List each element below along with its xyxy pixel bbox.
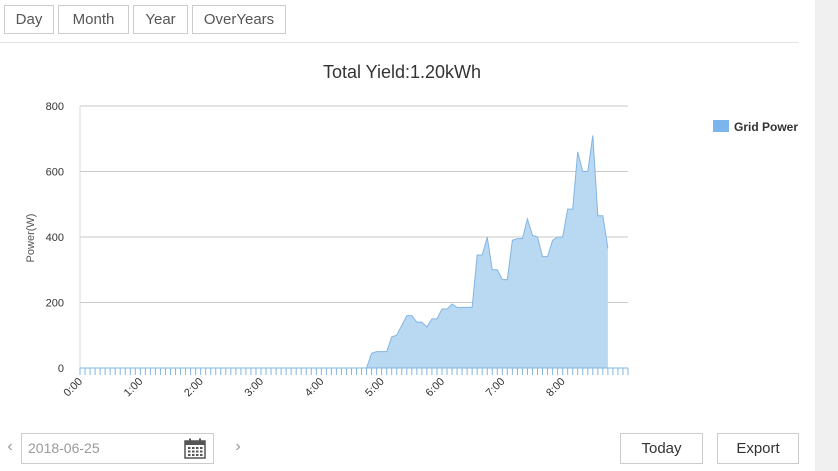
tab-year[interactable]: Year: [133, 5, 188, 34]
power-chart: Total Yield:1.20kWh 0 200 400 600 800 Power(…: [25, 62, 798, 400]
tabs-divider: [0, 42, 799, 43]
calendar-icon[interactable]: [184, 438, 206, 459]
legend-label[interactable]: Grid Power: [734, 120, 798, 134]
export-button[interactable]: Export: [717, 433, 799, 464]
legend-swatch: [713, 120, 729, 132]
chart-title: Total Yield:1.20kWh: [323, 62, 481, 82]
series-area-fill: [80, 135, 608, 368]
date-navigation: ‹ 2018-06-25 › Today Export: [0, 430, 812, 468]
chevron-right-icon[interactable]: ›: [235, 438, 241, 455]
x-axis: 0:00 1:00 2:00 3:00 4:00 5:00 6:00 7:00 8:00: [61, 367, 629, 400]
series-line: [80, 135, 609, 369]
y-tick-label: 800: [46, 101, 64, 113]
y-axis-label: Power(W): [25, 214, 37, 263]
tab-overyears[interactable]: OverYears: [192, 5, 286, 34]
date-input[interactable]: 2018-06-25: [21, 433, 214, 464]
series-area: [80, 135, 609, 369]
legend[interactable]: Grid Power: [713, 120, 798, 134]
x-tick-label: 2:00: [182, 376, 206, 400]
x-tick-label: 4:00: [303, 376, 327, 400]
x-tick-label: 6:00: [423, 376, 447, 400]
y-tick-label: 0: [58, 363, 64, 375]
x-tick-label: 5:00: [363, 376, 387, 400]
today-button[interactable]: Today: [620, 433, 703, 464]
x-tick-label: 1:00: [122, 376, 146, 400]
tab-day[interactable]: Day: [4, 5, 54, 34]
y-tick-label: 200: [46, 298, 64, 310]
y-axis-ticks: 0 200 400 600 800: [46, 101, 64, 375]
x-tick-label: 0:00: [61, 376, 85, 400]
page-scrollbar[interactable]: [815, 0, 838, 471]
period-tabs: Day Month Year OverYears: [4, 5, 286, 34]
chevron-left-icon[interactable]: ‹: [7, 438, 13, 455]
y-tick-label: 400: [46, 232, 64, 244]
x-tick-label: 7:00: [484, 376, 508, 400]
tab-month[interactable]: Month: [58, 5, 129, 34]
y-tick-label: 600: [46, 167, 64, 179]
x-tick-label: 3:00: [242, 376, 266, 400]
x-tick-label: 8:00: [544, 376, 568, 400]
